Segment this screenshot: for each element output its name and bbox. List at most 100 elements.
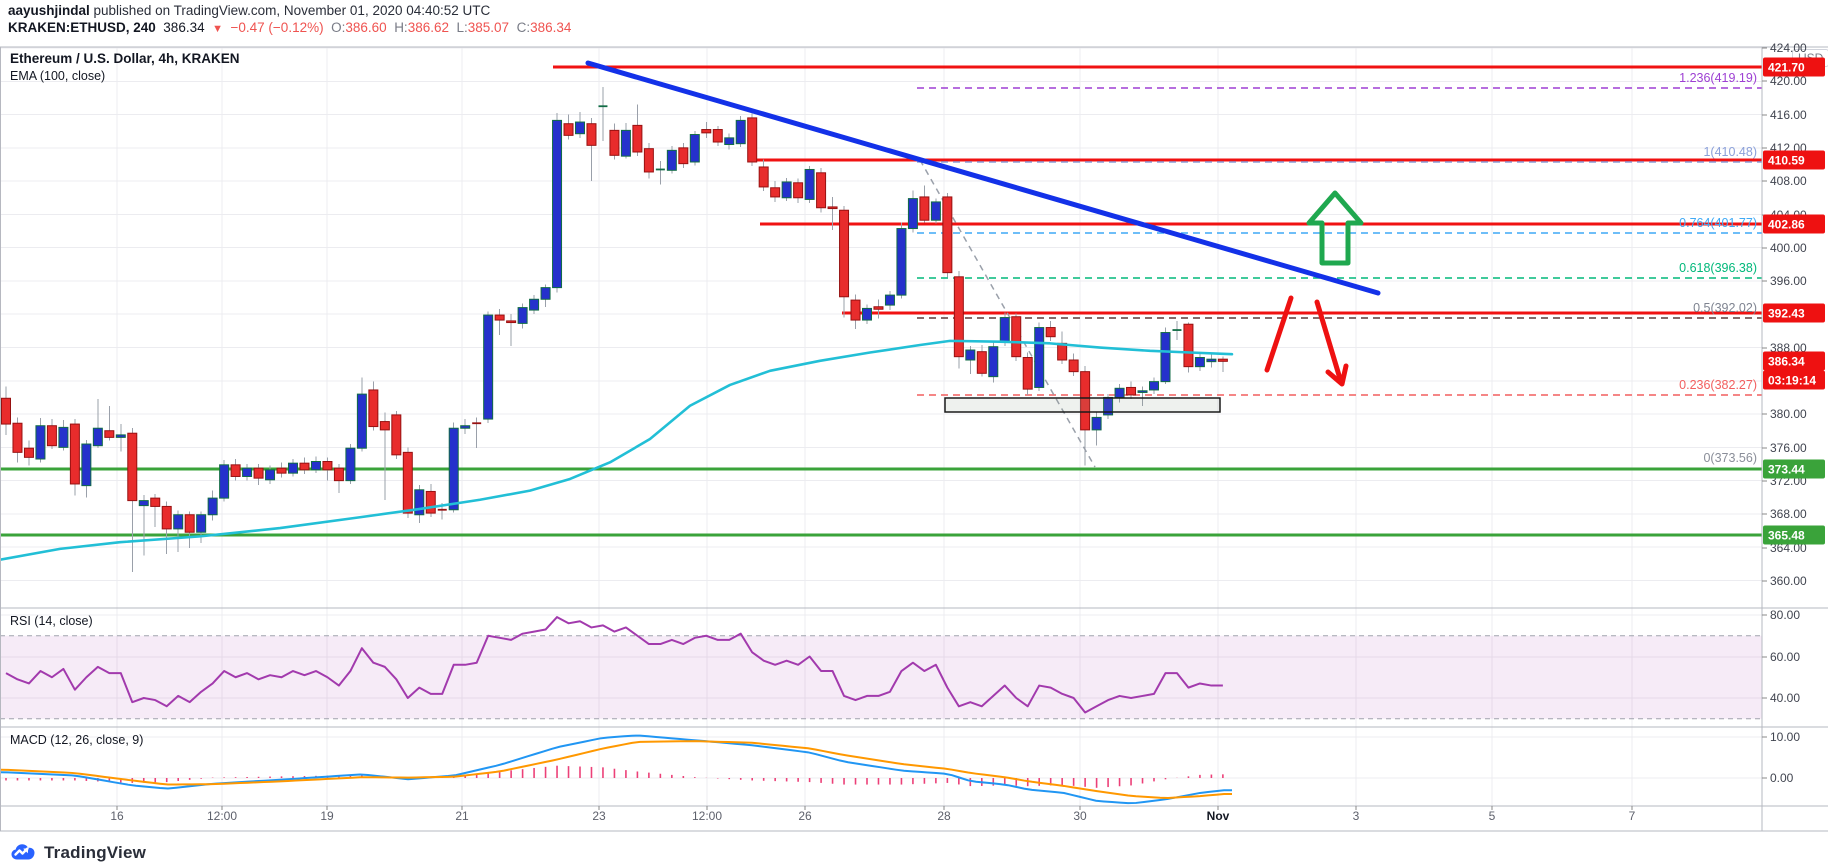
candle-body	[620, 129, 631, 157]
red-down-arrow-right[interactable]	[1314, 299, 1344, 385]
price-axis-tick-label[interactable]: 400.00	[1770, 241, 1807, 255]
fib-level-label: 0.236(382.27)	[1679, 378, 1757, 392]
candle-body	[1091, 416, 1102, 431]
candle-body	[115, 434, 126, 438]
candle-body	[839, 209, 850, 298]
candle-body	[46, 425, 57, 447]
candle-body	[161, 505, 172, 530]
time-axis-tick-label[interactable]: 7	[1628, 809, 1636, 823]
time-axis-tick-label[interactable]: 5	[1488, 809, 1496, 823]
time-axis-tick-label[interactable]: 12:00	[691, 809, 723, 823]
price-axis-tick-label[interactable]: 408.00	[1770, 174, 1807, 188]
rsi-pane-label[interactable]: RSI (14, close)	[10, 614, 93, 628]
close-label: C:	[516, 20, 531, 35]
price-axis-tick-label[interactable]: 40.00	[1770, 691, 1801, 705]
rsi-line[interactable]	[5, 616, 1223, 714]
candle-body	[724, 137, 735, 146]
fib-level-label: 1(410.48)	[1703, 145, 1757, 159]
price-axis-tick-label[interactable]: 360.00	[1770, 574, 1807, 588]
author-name: aayushjindal	[8, 3, 90, 18]
candle-body	[219, 464, 230, 499]
time-axis-tick-label[interactable]: Nov	[1206, 809, 1230, 823]
price-axis-tick-label[interactable]: 380.00	[1770, 407, 1807, 421]
price-axis-tick-label[interactable]: 420.00	[1770, 74, 1807, 88]
red-arrowhead[interactable]	[1325, 363, 1349, 387]
candle-body	[529, 298, 540, 311]
time-axis-tick-label[interactable]: 19	[320, 809, 334, 823]
candle-body	[517, 307, 528, 324]
time-axis-tick-label[interactable]: 30	[1073, 809, 1087, 823]
downtrend-line[interactable]	[585, 60, 1381, 296]
candle-body	[299, 462, 310, 471]
countdown-badge: 03:19:14	[1763, 370, 1825, 390]
candle-body	[1, 397, 11, 425]
price-axis-tick-label[interactable]: 424.00	[1770, 41, 1807, 55]
candle-body	[1022, 357, 1033, 390]
candle-body	[1194, 357, 1205, 368]
fib-level-label: 1.236(419.19)	[1679, 71, 1757, 85]
candle-body	[804, 168, 815, 200]
green-up-arrow[interactable]	[1306, 190, 1364, 266]
candle-body	[758, 166, 769, 188]
candle-body	[1183, 323, 1194, 368]
open-label: O:	[331, 20, 346, 35]
candle-body	[1080, 371, 1091, 431]
candle-body	[425, 490, 436, 514]
candle-body	[678, 147, 689, 165]
candle-body	[356, 393, 367, 449]
candle-body	[953, 276, 964, 358]
time-axis-tick-label[interactable]: 23	[592, 809, 606, 823]
time-axis-tick-label[interactable]: 26	[798, 809, 812, 823]
published-text: published on TradingView.com, November 0…	[89, 3, 491, 18]
candle-body	[448, 427, 459, 511]
price-axis-tick-label[interactable]: 416.00	[1770, 108, 1807, 122]
price-axis-tick-label[interactable]: 368.00	[1770, 507, 1807, 521]
rsi-band	[0, 635, 1762, 719]
candle-body	[483, 314, 494, 420]
price-axis-tick-label[interactable]: 376.00	[1770, 441, 1807, 455]
red-down-arrow-left[interactable]	[1264, 295, 1294, 373]
candle-body	[666, 149, 677, 171]
macd-pane-label[interactable]: MACD (12, 26, close, 9)	[10, 733, 144, 747]
candle-body	[1011, 316, 1022, 358]
ema-line[interactable]	[0, 339, 1234, 561]
candle-body	[747, 117, 758, 163]
candle-body	[609, 129, 620, 156]
price-axis-tick-label[interactable]: 0.00	[1770, 771, 1794, 785]
support-zone-box[interactable]	[944, 397, 1221, 413]
down-triangle-icon: ▼	[212, 23, 223, 35]
brand-name: TradingView	[44, 843, 147, 862]
price-axis-tick-label[interactable]: 396.00	[1770, 274, 1807, 288]
candle-body	[1137, 390, 1148, 393]
candle-body	[368, 389, 379, 428]
candle-body	[884, 294, 895, 306]
time-axis-tick-label[interactable]: 16	[110, 809, 124, 823]
time-axis-tick-label[interactable]: 28	[937, 809, 951, 823]
price-change: −0.47 (−0.12%)	[230, 20, 324, 35]
support-badge-373: 373.44	[1763, 459, 1825, 479]
candle-body	[138, 500, 149, 507]
price-axis-tick-label[interactable]: 364.00	[1770, 541, 1807, 555]
macd-signal-line[interactable]	[0, 740, 1232, 799]
candle-body	[643, 148, 654, 173]
candle-body	[873, 306, 884, 310]
time-axis-tick-label[interactable]: 3	[1352, 809, 1360, 823]
candle-body	[988, 346, 999, 378]
fib-level-label: 0(373.56)	[1703, 451, 1757, 465]
chart-legend-indicator[interactable]: EMA (100, close)	[10, 69, 106, 83]
candle-body	[862, 307, 872, 321]
fib-level-label: 0.5(392.02)	[1693, 301, 1757, 315]
candle-body	[632, 124, 643, 153]
high-value: 386.62	[407, 20, 449, 35]
price-axis-tick-label[interactable]: 10.00	[1770, 730, 1801, 744]
candle-body	[402, 451, 413, 514]
candle-body	[930, 201, 941, 221]
price-axis-tick-label[interactable]: 60.00	[1770, 650, 1801, 664]
time-axis-tick-label[interactable]: 21	[455, 809, 469, 823]
time-axis-tick-label[interactable]: 12:00	[206, 809, 238, 823]
price-axis-tick-label[interactable]: 80.00	[1770, 608, 1801, 622]
candle-body	[965, 349, 976, 361]
low-label: L:	[456, 20, 468, 35]
tradingview-logo[interactable]: TradingView	[10, 840, 146, 866]
